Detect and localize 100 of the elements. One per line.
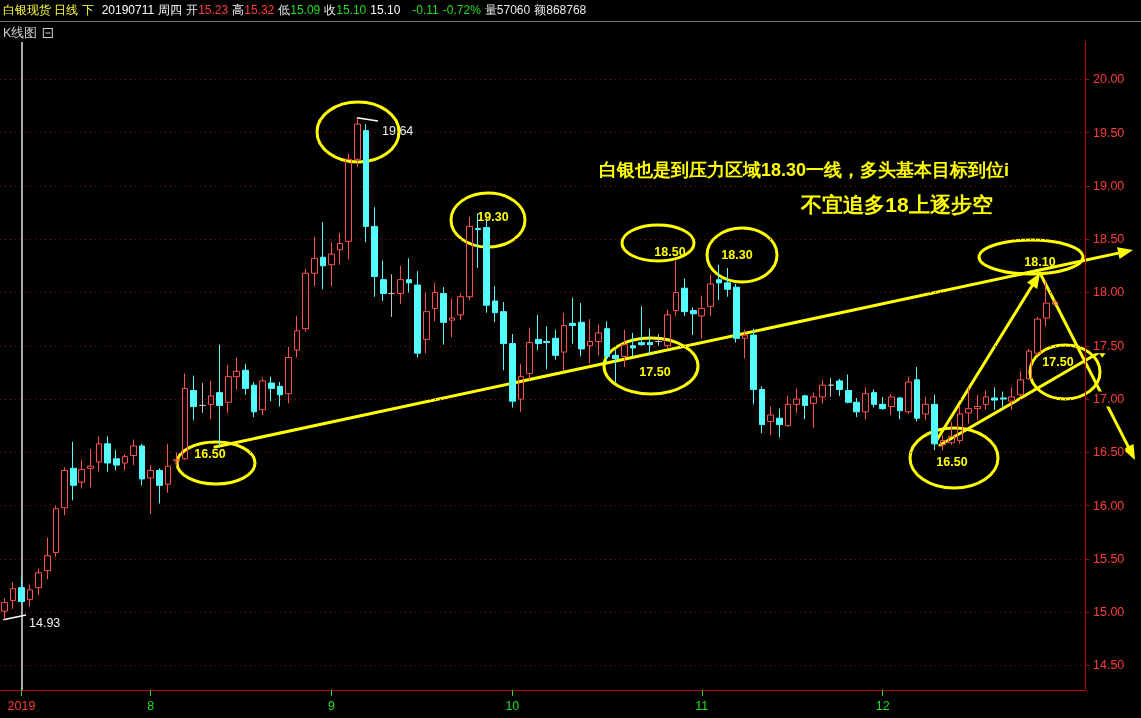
- candlestick: [965, 386, 972, 425]
- candlestick: [957, 404, 963, 445]
- candlestick: [819, 379, 826, 404]
- candlestick: [337, 232, 343, 266]
- candlestick: [983, 390, 989, 411]
- candlestick: [44, 537, 51, 580]
- candlestick: [733, 283, 740, 344]
- candlestick: [216, 344, 223, 447]
- candlestick: [259, 377, 266, 416]
- candlestick: [897, 396, 903, 420]
- candlestick: [27, 583, 33, 608]
- candlestick: [242, 363, 249, 396]
- y-tick-label: 17.00: [1093, 392, 1125, 407]
- candlestick: [87, 448, 94, 488]
- candlestick: [277, 381, 283, 407]
- candlestick: [638, 305, 645, 347]
- annotation: 不宜追多18上逐步空: [801, 192, 993, 216]
- candlestick: [785, 395, 791, 428]
- candlestick: [268, 376, 275, 402]
- annotation: 18.10: [1024, 254, 1056, 269]
- candlestick: [406, 257, 412, 293]
- candlestick: [18, 577, 25, 604]
- candlestick: [664, 309, 671, 350]
- candlestick: [1026, 348, 1032, 381]
- candlestick: [432, 282, 438, 322]
- candlestick: [466, 216, 473, 301]
- candlestick: [698, 295, 705, 339]
- candlestick: [604, 320, 610, 363]
- candlestick: [690, 306, 697, 336]
- candlestick: [1008, 386, 1015, 411]
- candlestick: [285, 346, 292, 404]
- annotation: 18.30: [721, 247, 753, 262]
- candlestick: [1052, 299, 1058, 306]
- candlestick: [673, 259, 679, 317]
- candlestick: [113, 449, 120, 471]
- candlestick: [354, 117, 361, 168]
- candlestick: [96, 435, 102, 473]
- candlestick: [647, 328, 653, 356]
- x-tick-label: 12: [875, 698, 890, 713]
- candlestick: [61, 466, 68, 516]
- candlestick: [320, 221, 326, 290]
- candlestick: [10, 581, 16, 610]
- candlestick: [828, 377, 834, 398]
- candlestick: [810, 392, 817, 429]
- candlestick: [776, 408, 783, 438]
- y-tick-label: 15.50: [1093, 551, 1125, 566]
- candlestick: [182, 372, 188, 461]
- annotation: 17.50: [1042, 354, 1074, 369]
- candlestick: [78, 459, 85, 490]
- candlestick: [70, 441, 77, 501]
- candlestick: [35, 568, 42, 596]
- candlestick: [862, 386, 869, 420]
- y-tick-label: 15.00: [1093, 605, 1125, 620]
- candlestick: [655, 333, 662, 347]
- candlestick: [156, 467, 163, 504]
- candlestick: [630, 332, 636, 357]
- candlestick: [552, 329, 559, 361]
- y-tick-label: 20.00: [1093, 72, 1125, 87]
- candlestick: [716, 264, 722, 301]
- candlestick: [948, 420, 955, 446]
- candlestick: [922, 396, 929, 421]
- candlestick: [371, 206, 378, 298]
- candlestick: [707, 273, 714, 317]
- candlestick: [363, 123, 369, 243]
- candlestick: [500, 301, 507, 371]
- candlestick: [879, 396, 886, 411]
- candlestick: [1017, 370, 1024, 397]
- candlestick: [931, 394, 938, 451]
- candlestick: [492, 285, 498, 323]
- candlestick: [518, 363, 524, 413]
- annotation: 14.93: [29, 615, 61, 630]
- candlestick: [147, 464, 154, 515]
- candlestick: [595, 323, 602, 356]
- candlestick: [380, 259, 387, 302]
- y-tick-label: 14.50: [1093, 658, 1125, 673]
- y-tick-label: 16.50: [1093, 445, 1125, 460]
- candlestick: [294, 315, 300, 358]
- candlestick: [1043, 281, 1050, 328]
- candlestick: [1034, 316, 1041, 356]
- candlestick: [311, 236, 318, 287]
- y-tick-label: 18.00: [1093, 285, 1125, 300]
- candlestick: [991, 386, 998, 411]
- candlestick: [802, 394, 808, 420]
- candlestick: [940, 434, 946, 451]
- candlestick: [681, 278, 688, 317]
- candlestick: [130, 439, 137, 466]
- candlestick: [139, 443, 145, 486]
- annotation: 19.30: [477, 209, 509, 224]
- candlestick: [836, 378, 843, 397]
- candlestick: [759, 385, 765, 434]
- annotation: 16.50: [936, 454, 968, 469]
- candlestick: [561, 312, 567, 372]
- candlestick: [724, 267, 731, 298]
- x-tick-label: 11: [695, 698, 709, 713]
- candlestick: [1000, 391, 1007, 411]
- x-tick-label: 9: [328, 698, 336, 713]
- text: 20190711 周四 开15.23 高15.32 低15.09 收15.10 15.10 -0.11 -0.72% 量57060 额868768: [101, 3, 587, 17]
- chart-title: 白银现货 日线 下: [3, 3, 94, 17]
- candlestick: [612, 349, 619, 383]
- candlestick: [742, 329, 748, 360]
